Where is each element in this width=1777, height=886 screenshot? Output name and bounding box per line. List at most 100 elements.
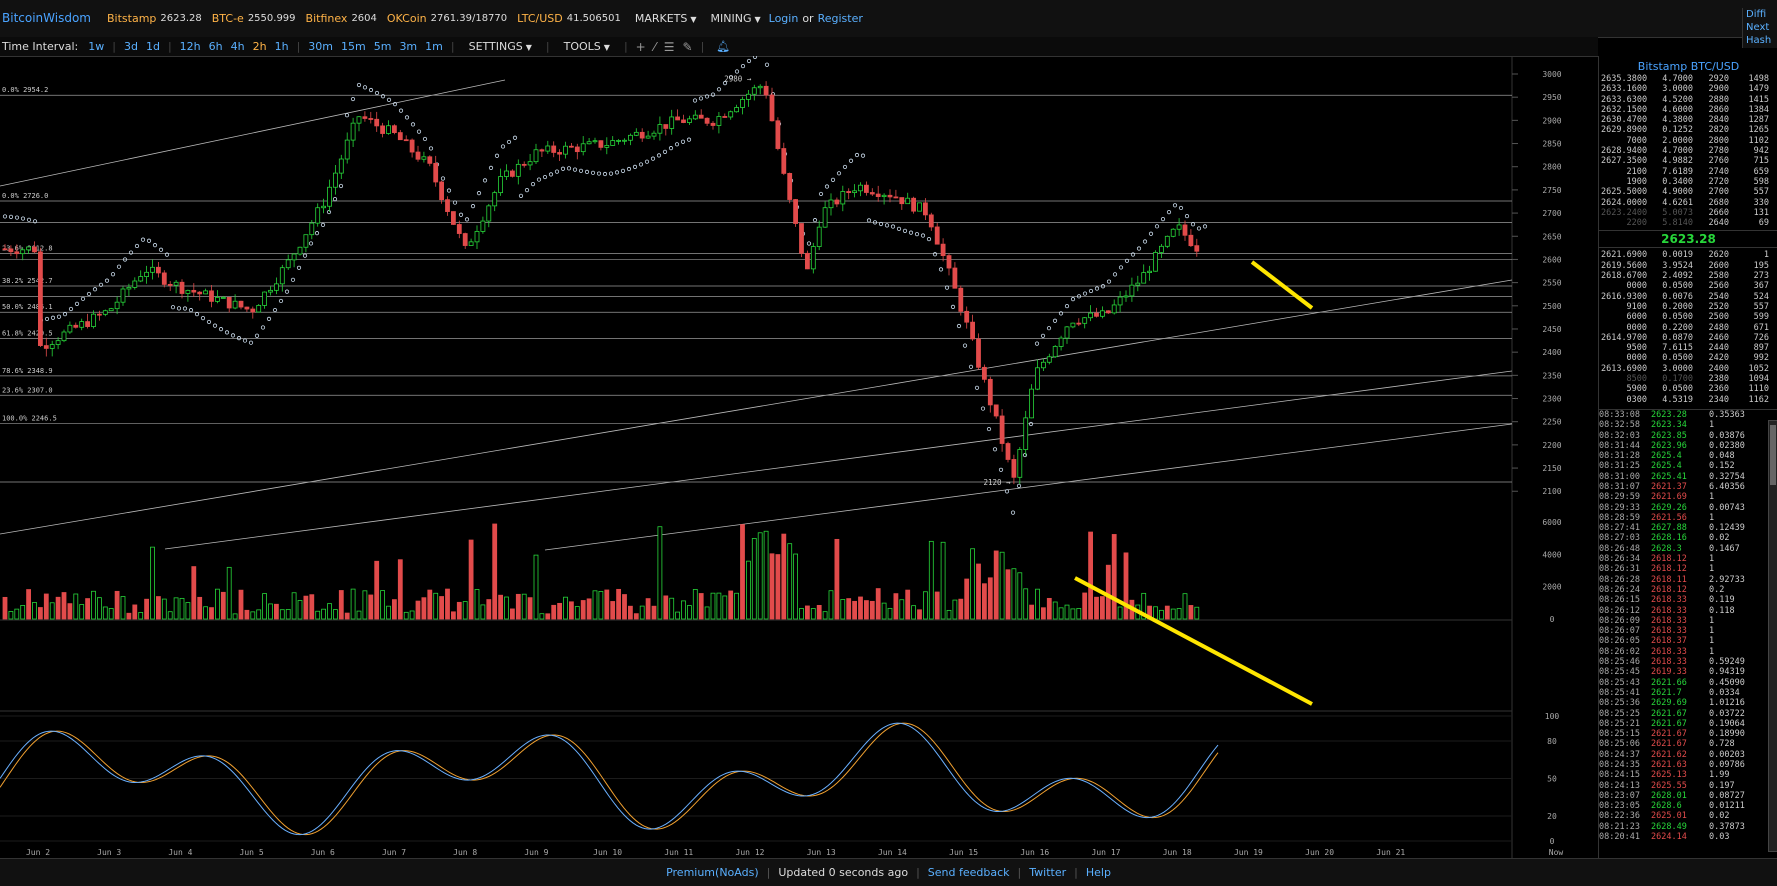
trade-amount: 0.59249 — [1709, 657, 1745, 668]
trade-row: 08:21:23 2628.49 0.37873 — [1599, 822, 1777, 832]
volume-bar — [433, 592, 439, 620]
trade-row: 08:25:25 2621.67 0.03722 — [1599, 709, 1777, 719]
mining-menu[interactable]: MINING ▼ — [711, 12, 761, 25]
settings-dropdown[interactable]: SETTINGS ▼ — [469, 40, 532, 53]
interval-5m[interactable]: 5m — [373, 40, 392, 53]
candle-body — [734, 107, 739, 113]
volume-bar — [1041, 607, 1046, 620]
sar-dot — [542, 174, 548, 180]
interval-15m[interactable]: 15m — [341, 40, 366, 53]
login-link[interactable]: Login — [768, 11, 799, 25]
last-price: 2623.28 — [1599, 230, 1777, 249]
orderbook-cell: 7000 — [1626, 135, 1647, 146]
price-chart[interactable]: 0.0% 2954.20.0% 2726.023.6% 2612.838.2% … — [0, 56, 1598, 858]
interval-2h[interactable]: 2h — [252, 40, 267, 53]
orderbook-cell: 2760 — [1708, 156, 1729, 167]
trade-time: 08:26:31 — [1599, 564, 1640, 575]
candle-body — [85, 321, 90, 327]
volume-bar — [616, 588, 621, 620]
sar-dot — [620, 168, 626, 173]
ticker-okcoin-name[interactable]: OKCoin — [386, 11, 427, 25]
help-link[interactable]: Help — [1085, 866, 1111, 879]
line-tool-icon[interactable]: ⁄ — [653, 39, 656, 54]
volume-bar — [734, 592, 739, 620]
sar-dot — [1124, 258, 1130, 263]
trade-amount: 0.02 — [1709, 533, 1730, 544]
pen-icon[interactable]: ✎ — [682, 39, 693, 54]
bell-icon[interactable]: 🔔︎ — [716, 40, 731, 53]
candle-body — [687, 118, 692, 123]
twitter-link[interactable]: Twitter — [1029, 866, 1067, 879]
trade-price: 2629.26 — [1651, 502, 1687, 513]
sar-dot — [98, 282, 104, 287]
scrollbar-thumb[interactable] — [1770, 425, 1776, 485]
ticker-ltcusd-name[interactable]: LTC/USD — [517, 11, 563, 25]
sar-dot — [290, 277, 296, 282]
ticker-bitstamp-name[interactable]: Bitstamp — [107, 11, 157, 25]
sar-dot — [980, 406, 986, 411]
ticker-btce-name[interactable]: BTC-e — [211, 11, 244, 25]
trade-price: 2625.41 — [1651, 471, 1687, 482]
trade-price: 2621.67 — [1651, 729, 1687, 740]
volume-bar — [220, 591, 226, 620]
orderbook-cell: 3.0000 — [1662, 84, 1693, 95]
trade-history-scrollbar[interactable] — [1768, 420, 1777, 852]
candle-body — [362, 116, 368, 119]
candle-body — [256, 305, 262, 313]
volume-bar — [315, 610, 321, 620]
interval-3m[interactable]: 3m — [399, 40, 418, 53]
volume-bar — [964, 578, 970, 620]
trade-time: 08:25:25 — [1599, 708, 1640, 719]
interval-4h[interactable]: 4h — [230, 40, 245, 53]
interval-1d[interactable]: 1d — [145, 40, 160, 53]
orderbook-row: 2616.9300 0.0076 2540 524 — [1601, 292, 1771, 302]
orderbook-asks: 2635.3800 4.7000 2920 1498 2633.1600 3.0000 29… — [1601, 74, 1771, 228]
brand-logo[interactable]: BitcoinWisdom — [2, 11, 91, 25]
sar-dot — [1130, 252, 1136, 257]
register-link[interactable]: Register — [817, 11, 863, 25]
candle-body — [887, 194, 893, 198]
sar-dot — [452, 200, 458, 205]
volume-bar — [840, 599, 846, 620]
volume-bar — [256, 609, 262, 620]
orderbook-cell: 2619.5600 — [1601, 260, 1648, 271]
volume-bar — [710, 592, 716, 620]
volume-bar — [391, 599, 397, 620]
x-tick-label: Jun 21 — [1376, 848, 1405, 857]
sar-dot — [1010, 510, 1016, 515]
interval-1w[interactable]: 1w — [88, 40, 105, 53]
sar-dot — [836, 171, 842, 176]
sar-dot — [158, 247, 164, 252]
crosshair-icon[interactable]: + — [635, 39, 646, 54]
volume-bar — [604, 589, 610, 620]
candle-body — [427, 156, 433, 164]
interval-3d[interactable]: 3d — [123, 40, 138, 53]
trade-price: 2624.14 — [1651, 832, 1687, 843]
interval-1h[interactable]: 1h — [274, 40, 289, 53]
interval-1m[interactable]: 1m — [425, 40, 443, 53]
candle-body — [167, 283, 173, 286]
orderbook-cell: 7.6115 — [1662, 343, 1693, 354]
send-feedback-link[interactable]: Send feedback — [927, 866, 1010, 879]
y-tick-label: 2800 — [1542, 163, 1561, 172]
orderbook-cell: 0.1700 — [1662, 374, 1693, 385]
candle-body — [468, 241, 474, 246]
interval-6h[interactable]: 6h — [208, 40, 223, 53]
fib-tool-icon[interactable]: ☰ — [663, 39, 675, 54]
premium-link[interactable]: Premium(NoAds) — [666, 866, 759, 879]
next-label[interactable]: Next — [1746, 22, 1770, 33]
tools-dropdown[interactable]: TOOLS ▼ — [564, 40, 610, 53]
candle-body — [403, 139, 409, 142]
candle-body — [20, 249, 26, 255]
volume-bar — [828, 590, 834, 620]
hashrate-label[interactable]: Hash — [1746, 35, 1772, 46]
orderbook-cell: 1052 — [1748, 363, 1769, 374]
ticker-bitfinex-name[interactable]: Bitfinex — [305, 11, 348, 25]
difficulty-label[interactable]: Diffi — [1746, 9, 1767, 20]
interval-12h[interactable]: 12h — [179, 40, 201, 53]
trade-history[interactable]: 08:33:08 2623.28 0.35363 08:32:58 2623.34 1 08… — [1599, 408, 1777, 843]
volume-bar — [810, 608, 816, 620]
interval-30m[interactable]: 30m — [308, 40, 333, 53]
markets-menu[interactable]: MARKETS ▼ — [635, 12, 697, 25]
orderbook-cell: 2880 — [1708, 94, 1729, 105]
